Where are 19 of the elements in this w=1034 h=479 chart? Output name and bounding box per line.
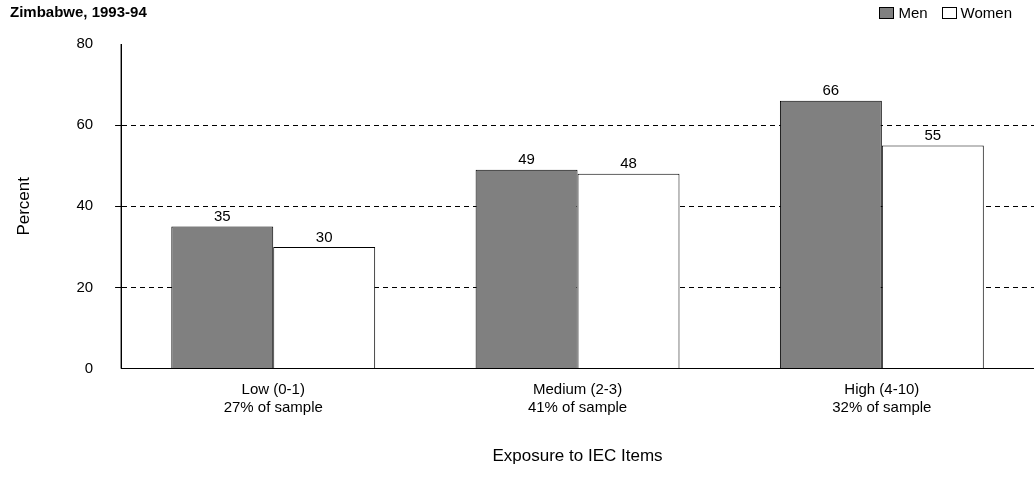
y-tick-label: 20 [76,277,94,295]
x-tick-label: Medium (2-3) 41% of sample [527,379,628,415]
y-tick-label: 40 [76,196,94,214]
legend-label: Men [898,4,928,21]
y-tick-label: 60 [76,115,94,133]
data-label: 35 [213,207,231,225]
x-tick-label: High (4-10) 32% of sample [832,379,932,415]
data-label: 48 [620,154,637,172]
y-tick-label: 0 [84,358,94,376]
x-axis-title: Exposure to IEC Items [492,446,663,466]
y-axis-title: Percent [13,176,33,236]
data-label: 55 [924,126,942,144]
text: Women [960,4,1012,21]
chart-title: Zimbabwe, 1993-94 [10,3,148,21]
y-tick-label: 80 [76,34,94,52]
data-label: 30 [315,227,333,245]
data-label: 66 [822,81,840,99]
data-label: 49 [518,150,535,168]
x-tick-label: Low (0-1) 27% of sample [223,379,323,415]
